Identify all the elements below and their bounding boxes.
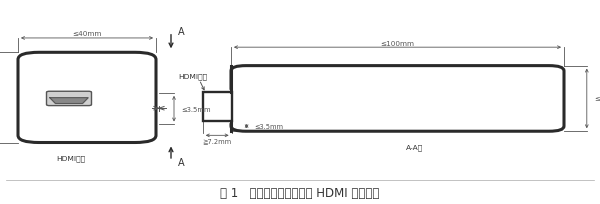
FancyBboxPatch shape	[47, 92, 92, 106]
Text: 图 1   直插式机顶盒尺寸和 HDMI 插头位置: 图 1 直插式机顶盒尺寸和 HDMI 插头位置	[220, 186, 380, 199]
FancyBboxPatch shape	[18, 53, 156, 143]
Text: HDMI插头: HDMI插头	[56, 155, 85, 162]
Polygon shape	[50, 98, 88, 104]
Text: ≤100mm: ≤100mm	[380, 40, 415, 47]
Text: A-A面: A-A面	[406, 144, 423, 150]
Text: ≤17mm: ≤17mm	[594, 96, 600, 102]
Bar	[203, 93, 232, 121]
Text: ≤3.5mm: ≤3.5mm	[254, 123, 283, 130]
Text: ≧7.2mm: ≧7.2mm	[203, 137, 232, 143]
Text: A: A	[178, 27, 185, 37]
Text: HDMI插头: HDMI插头	[179, 73, 208, 80]
Text: ≤40mm: ≤40mm	[73, 31, 101, 37]
Text: ≤3.5mm: ≤3.5mm	[181, 106, 211, 112]
Text: A: A	[178, 157, 185, 167]
FancyBboxPatch shape	[231, 66, 564, 132]
